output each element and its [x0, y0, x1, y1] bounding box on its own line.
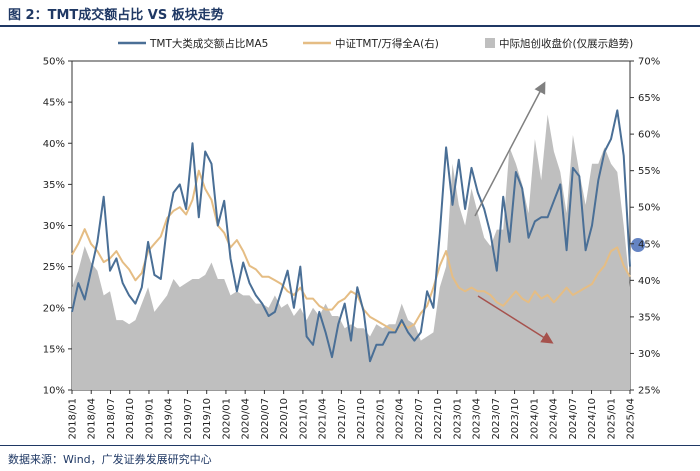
x-tick-label: 2019/04 [164, 398, 175, 440]
y-left-tick-label: 30% [43, 221, 65, 232]
x-tick-label: 2020/10 [279, 398, 290, 440]
x-tick-label: 2025/01 [606, 398, 617, 440]
x-tick-label: 2018/04 [87, 398, 98, 440]
x-tick-label: 2018/01 [68, 398, 79, 440]
x-tick-label: 2019/01 [144, 398, 155, 440]
y-left-tick-label: 15% [43, 344, 65, 355]
y-right-tick-label: 40% [638, 276, 660, 287]
y-left-tick-label: 40% [43, 139, 65, 150]
y-right-tick-label: 65% [638, 93, 660, 104]
y-right-tick-label: 55% [638, 166, 660, 177]
y-right-tick-label: 45% [638, 239, 660, 250]
x-tick-label: 2022/01 [375, 398, 386, 440]
x-tick-label: 2021/01 [298, 398, 309, 440]
y-left-tick-label: 20% [43, 303, 65, 314]
x-tick-label: 2024/10 [587, 398, 598, 440]
trend-arrow-up [474, 81, 546, 217]
legend-label-tmt-ratio: TMT大类成交额占比MA5 [149, 37, 268, 50]
x-tick-label: 2023/07 [491, 398, 502, 440]
x-tick-label: 2021/07 [337, 398, 348, 440]
highlight-circle [631, 238, 645, 252]
x-tick-label: 2021/10 [356, 398, 367, 440]
y-right-tick-label: 25% [638, 386, 660, 397]
y-left-tick-label: 10% [43, 386, 65, 397]
x-tick-label: 2023/10 [510, 398, 521, 440]
legend-label-stock-price: 中际旭创收盘价(仅展示趋势) [499, 37, 633, 50]
source-note: 数据来源：Wind，广发证券发展研究中心 [8, 453, 212, 466]
title-divider [0, 25, 700, 27]
y-left-tick-label: 35% [43, 180, 65, 191]
x-tick-label: 2024/07 [568, 398, 579, 440]
x-tick-label: 2019/10 [202, 398, 213, 440]
x-axis: 2018/01 2018/04 2018/07 2018/10 2019/01 2019/… [68, 390, 637, 440]
x-tick-label: 2022/10 [433, 398, 444, 440]
stock-price-area [72, 114, 630, 390]
y-right-tick-label: 70% [638, 57, 660, 68]
y-axis-right: 25% 30% 35% 40% 45% 50% 55% 60% 65% 70% [630, 57, 660, 397]
chart: TMT大类成交额占比MA5 中证TMT/万得全A(右) 中际旭创收盘价(仅展示趋… [43, 37, 660, 440]
x-tick-label: 2019/07 [183, 398, 194, 440]
x-tick-label: 2022/04 [395, 398, 406, 440]
x-tick-label: 2020/04 [241, 398, 252, 440]
x-tick-label: 2018/10 [125, 398, 136, 440]
x-tick-label: 2025/04 [626, 398, 637, 440]
y-right-tick-label: 50% [638, 203, 660, 214]
source-divider [0, 445, 700, 446]
x-tick-label: 2022/07 [414, 398, 425, 440]
y-right-tick-label: 30% [638, 349, 660, 360]
page-title: 图 2：TMT成交额占比 VS 板块走势 [8, 8, 224, 23]
x-tick-label: 2023/04 [472, 398, 483, 440]
y-axis-left: 10% 15% 20% 25% 30% 35% 40% 45% 50% [43, 57, 72, 397]
legend: TMT大类成交额占比MA5 中证TMT/万得全A(右) 中际旭创收盘价(仅展示趋… [118, 37, 633, 50]
y-right-tick-label: 35% [638, 312, 660, 323]
x-tick-label: 2023/01 [452, 398, 463, 440]
series-line-tmt-relative [71, 169, 631, 333]
annotations [474, 81, 645, 344]
legend-swatch-stock-price [485, 38, 495, 48]
y-left-tick-label: 45% [43, 98, 65, 109]
legend-label-tmt-relative: 中证TMT/万得全A(右) [335, 37, 439, 50]
x-tick-label: 2020/01 [221, 398, 232, 440]
x-tick-label: 2021/04 [318, 398, 329, 440]
series-area-stock-price [72, 114, 630, 390]
y-left-tick-label: 50% [43, 57, 65, 68]
x-tick-label: 2024/04 [549, 398, 560, 440]
x-tick-label: 2024/01 [529, 398, 540, 440]
series-line-tmt-ratio [71, 109, 631, 363]
series-lines [71, 109, 631, 363]
trend-arrow-down [477, 295, 554, 344]
x-tick-label: 2020/07 [260, 398, 271, 440]
x-tick-label: 2018/07 [106, 398, 117, 440]
y-right-tick-label: 60% [638, 130, 660, 141]
y-left-tick-label: 25% [43, 262, 65, 273]
